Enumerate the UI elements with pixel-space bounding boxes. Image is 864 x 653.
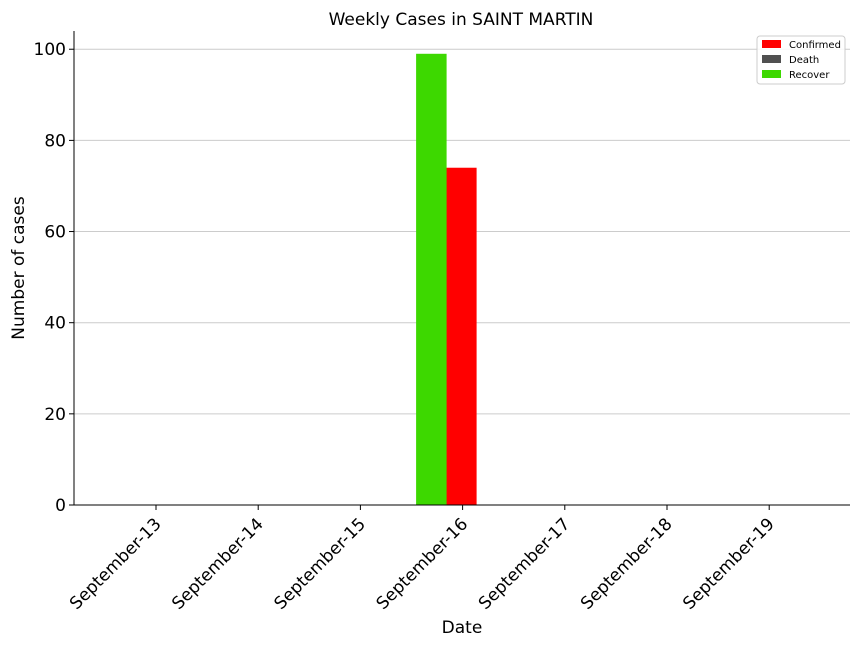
x-tick-label: September-19 [679, 514, 778, 613]
x-tick-label: September-15 [270, 514, 369, 613]
bar-confirmed [446, 167, 477, 505]
chart-title: Weekly Cases in SAINT MARTIN [329, 10, 594, 30]
x-tick-label: September-13 [66, 514, 165, 613]
bar-recover [416, 53, 447, 506]
y-axis-label: Number of cases [9, 196, 29, 340]
y-tick-label: 40 [44, 314, 66, 334]
legend-label: Recover [789, 70, 830, 81]
legend-swatch-death [762, 55, 781, 63]
legend-swatch-recover [762, 70, 781, 78]
axes [73, 31, 850, 506]
y-tick-label: 0 [55, 496, 66, 516]
legend: Confirmed Death Recover [756, 35, 846, 85]
legend-label: Death [789, 55, 819, 66]
y-tick-label: 100 [34, 40, 66, 60]
x-tick-label: September-18 [577, 514, 676, 613]
x-tick-label: September-14 [168, 514, 267, 613]
y-tick-label: 80 [44, 131, 66, 151]
x-ticks: September-13 September-14 September-15 Sept… [66, 505, 779, 614]
x-axis-label: Date [442, 618, 483, 638]
y-ticks: 0 20 40 60 80 100 [34, 40, 74, 516]
x-tick-label: September-16 [373, 514, 472, 613]
x-tick-label: September-17 [475, 514, 574, 613]
y-tick-label: 20 [44, 405, 66, 425]
y-tick-label: 60 [44, 223, 66, 243]
bars [416, 53, 477, 506]
legend-label: Confirmed [789, 40, 841, 51]
legend-items: Confirmed Death Recover [762, 40, 841, 81]
legend-swatch-confirmed [762, 40, 781, 48]
